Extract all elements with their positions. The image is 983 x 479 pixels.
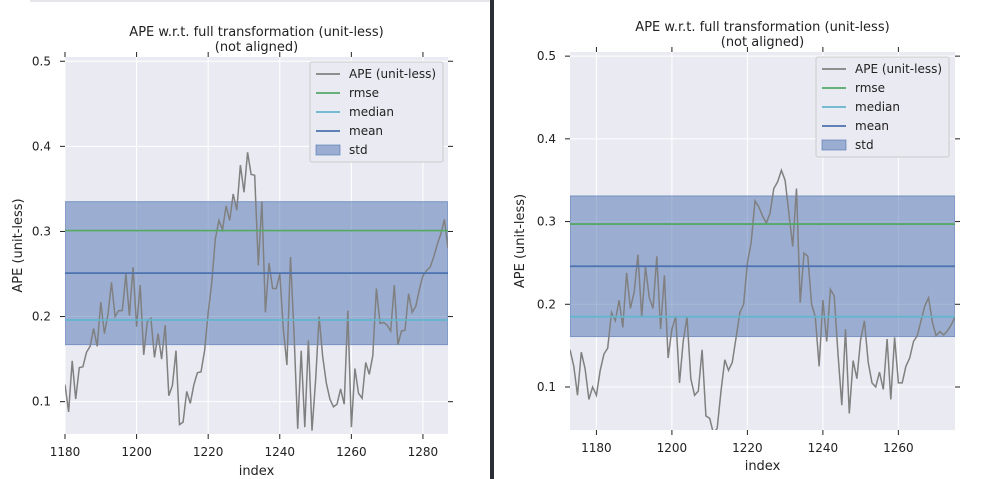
x-tick-label: 1260: [336, 445, 367, 459]
chart-subtitle: (not aligned): [721, 35, 805, 50]
legend-key-patch: [821, 139, 847, 151]
top-edge-line: [30, 0, 490, 2]
ape-series-line: [570, 168, 955, 430]
x-tick-label: 1200: [121, 445, 152, 459]
y-tick-label: 0.4: [32, 139, 51, 153]
y-tick-label: 0.1: [32, 395, 51, 409]
legend-label: mean: [855, 119, 889, 133]
legend-label: rmse: [855, 81, 885, 95]
y-tick-label: 0.5: [32, 54, 51, 68]
legend: APE (unit-less) rmse median mean std: [815, 56, 950, 158]
x-tick-label: 1220: [193, 445, 224, 459]
panel-divider[interactable]: [490, 0, 494, 479]
x-tick-label: 1200: [657, 441, 688, 455]
chart-subtitle: (not aligned): [215, 40, 299, 55]
y-tick-label: 0.5: [537, 49, 556, 63]
legend-label: std: [855, 138, 874, 152]
chart-panel-right: 1180 1200 1220 1240 1260 0.1 0.2 0.3 0.4 0.5 APE w…: [494, 0, 983, 479]
ape-chart-left: 1180 1200 1220 1240 1260 1280 0.1 0.2 0.3 0.4 0.5 A…: [11, 25, 453, 479]
legend-label: rmse: [349, 86, 379, 100]
legend-label: std: [349, 143, 368, 157]
legend-label: APE (unit-less): [349, 67, 436, 81]
x-axis-label: index: [745, 459, 781, 474]
legend-label: APE (unit-less): [855, 62, 942, 76]
plot-content: [570, 168, 955, 430]
chart-title: APE w.r.t. full transformation (unit-les…: [635, 20, 889, 35]
x-tick-label: 1280: [408, 445, 439, 459]
x-tick-label: 1180: [581, 441, 612, 455]
y-tick-label: 0.2: [537, 297, 556, 311]
x-tick-label: 1240: [264, 445, 295, 459]
y-tick-label: 0.1: [537, 380, 556, 394]
chart-panel-left: 1180 1200 1220 1240 1260 1280 0.1 0.2 0.3 0.4 0.5 A…: [0, 0, 490, 479]
legend-box: [815, 56, 950, 158]
legend-box: [309, 61, 444, 163]
y-tick-label: 0.4: [537, 132, 556, 146]
chart-title: APE w.r.t. full transformation (unit-les…: [129, 25, 383, 40]
y-axis-label: APE (unit-less): [513, 194, 528, 288]
x-tick-label: 1260: [883, 441, 914, 455]
legend-label: median: [349, 105, 394, 119]
y-tick-label: 0.3: [32, 224, 51, 238]
ape-series-line: [65, 152, 448, 431]
x-tick-label: 1180: [50, 445, 81, 459]
legend-label: mean: [349, 124, 383, 138]
y-tick-label: 0.2: [32, 310, 51, 324]
legend-key-patch: [315, 144, 341, 156]
plot-content: [65, 152, 448, 431]
y-tick-label: 0.3: [537, 215, 556, 229]
legend-label: median: [855, 100, 900, 114]
legend: APE (unit-less) rmse median mean std: [309, 61, 444, 163]
x-tick-label: 1220: [732, 441, 763, 455]
x-tick-label: 1240: [808, 441, 839, 455]
x-axis-label: index: [239, 464, 275, 479]
y-axis-label: APE (unit-less): [11, 198, 26, 292]
ape-chart-right: 1180 1200 1220 1240 1260 0.1 0.2 0.3 0.4 0.5 APE w…: [513, 20, 960, 474]
